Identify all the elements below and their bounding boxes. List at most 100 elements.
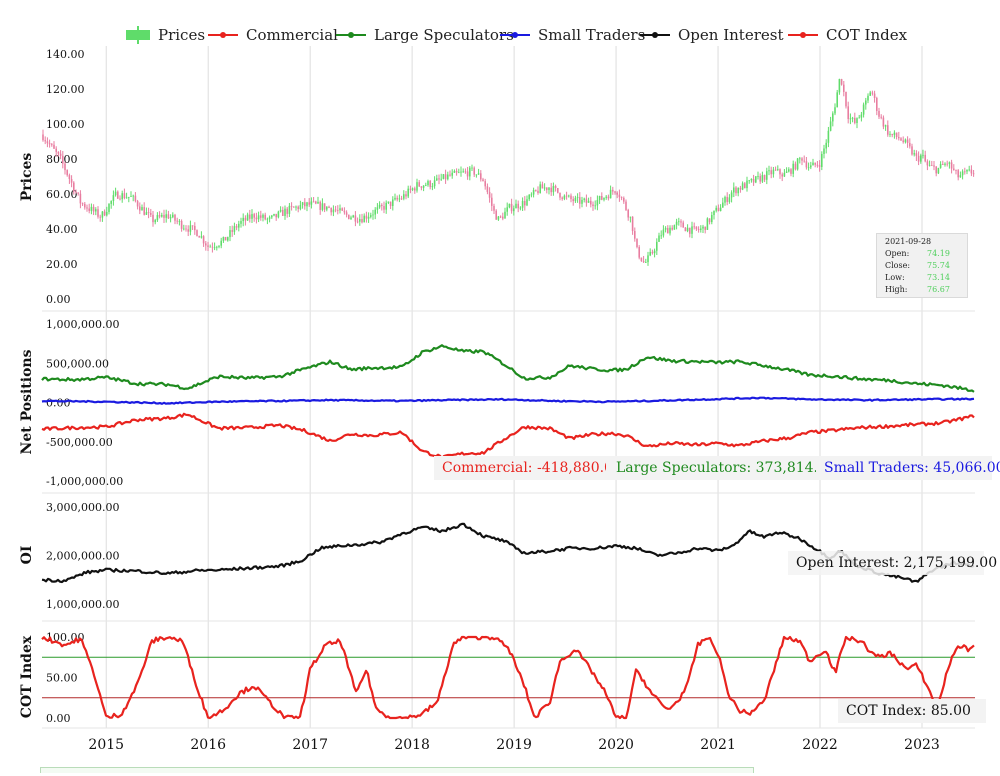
candle-body	[284, 208, 286, 216]
candle-body	[755, 176, 757, 183]
candle-body	[260, 215, 262, 218]
candle-body	[950, 162, 953, 169]
candle-body	[495, 210, 497, 220]
candle-body	[112, 195, 115, 201]
candle-body	[594, 205, 596, 207]
candle-body	[669, 227, 671, 234]
candle-body	[48, 143, 51, 145]
candles-group	[42, 78, 975, 266]
open-interest-line	[41, 522, 975, 584]
candle-body	[810, 165, 812, 168]
candle-body	[865, 100, 867, 105]
candle-body	[612, 189, 614, 192]
small-traders-line	[41, 396, 975, 405]
candle-body	[574, 197, 577, 202]
candle-body	[759, 176, 761, 182]
candle-body	[326, 206, 328, 210]
candle-body	[471, 167, 473, 169]
candle-body	[180, 220, 183, 229]
candle-body	[957, 170, 959, 178]
candle-body	[436, 178, 438, 181]
candle-body	[920, 155, 922, 162]
candle-body	[218, 245, 220, 247]
candle-body	[506, 207, 508, 212]
candle-body	[700, 228, 702, 230]
candle-body	[702, 226, 704, 229]
candle-body	[807, 167, 810, 169]
tooltip-low-label: Low:	[885, 273, 905, 282]
candle-body	[361, 219, 363, 223]
candle-body	[106, 212, 108, 216]
candle-body	[70, 179, 73, 183]
candle-body	[339, 208, 341, 211]
candle-body	[691, 226, 693, 234]
candle-body	[257, 215, 260, 220]
candle-body	[427, 181, 429, 186]
candle-body	[964, 171, 966, 173]
legend-item-small-traders[interactable]: Small Traders	[500, 22, 645, 48]
candle-body	[330, 207, 332, 213]
navigator-scrollbar[interactable]	[40, 767, 754, 773]
candle-body	[880, 116, 882, 118]
candle-body	[431, 186, 434, 188]
legend-item-open-interest[interactable]: Open Interest	[640, 22, 783, 48]
candle-body	[640, 257, 643, 262]
candle-body	[97, 209, 99, 217]
candle-body	[227, 237, 229, 241]
candle-body	[752, 178, 755, 183]
candle-body	[264, 214, 266, 220]
legend-item-cot-index[interactable]: COT Index	[788, 22, 907, 48]
y-tick-label: 40.00	[46, 223, 78, 236]
candle-body	[134, 195, 137, 202]
legend-item-prices[interactable]: Prices	[126, 22, 205, 48]
candle-body	[970, 169, 973, 174]
candle-body	[187, 229, 189, 232]
candle-body	[942, 163, 944, 165]
legend-item-large-speculators[interactable]: Large Speculators	[336, 22, 514, 48]
candle-body	[306, 202, 308, 207]
candle-body	[722, 202, 724, 208]
candle-body	[678, 221, 680, 223]
candle-body	[387, 201, 390, 203]
candle-body	[407, 188, 409, 197]
candle-body	[741, 183, 744, 190]
candle-body	[891, 133, 893, 135]
candle-body	[801, 158, 803, 161]
candle-body	[425, 185, 427, 186]
candle-body	[323, 203, 326, 210]
candle-body	[526, 199, 528, 206]
candle-body	[642, 261, 645, 263]
candle-body	[394, 197, 396, 200]
candle-body	[150, 212, 152, 215]
candle-body	[152, 214, 154, 223]
line-swatch-icon	[336, 32, 366, 38]
candle-body	[889, 133, 891, 135]
candle-body	[953, 168, 955, 170]
candle-body	[345, 212, 348, 215]
candle-body	[966, 169, 968, 172]
open-interest-readout: Open Interest: 2,175,199.00	[788, 551, 997, 575]
candle-body	[224, 236, 227, 241]
y-tick-label: 20.00	[46, 258, 78, 271]
candle-body	[189, 225, 192, 232]
candle-body	[449, 174, 451, 176]
candle-body	[530, 194, 533, 196]
candle-body	[719, 207, 722, 212]
y-tick-label: 120.00	[46, 83, 85, 96]
candle-body	[785, 171, 788, 173]
candle-body	[488, 191, 491, 198]
x-tick-label: 2019	[496, 737, 532, 753]
candle-body	[836, 92, 838, 108]
candle-body	[145, 212, 148, 215]
candle-body	[603, 197, 605, 200]
candle-body	[288, 205, 291, 214]
candle-body	[392, 199, 394, 207]
candle-body	[414, 188, 416, 191]
candle-body	[108, 203, 110, 213]
candle-body	[499, 216, 502, 218]
chart-legend: Prices Commercial Large Speculators Smal…	[0, 22, 1000, 50]
legend-item-commercial[interactable]: Commercial	[208, 22, 338, 48]
candle-body	[814, 162, 816, 165]
candle-body	[818, 165, 821, 167]
candle-body	[332, 209, 335, 213]
